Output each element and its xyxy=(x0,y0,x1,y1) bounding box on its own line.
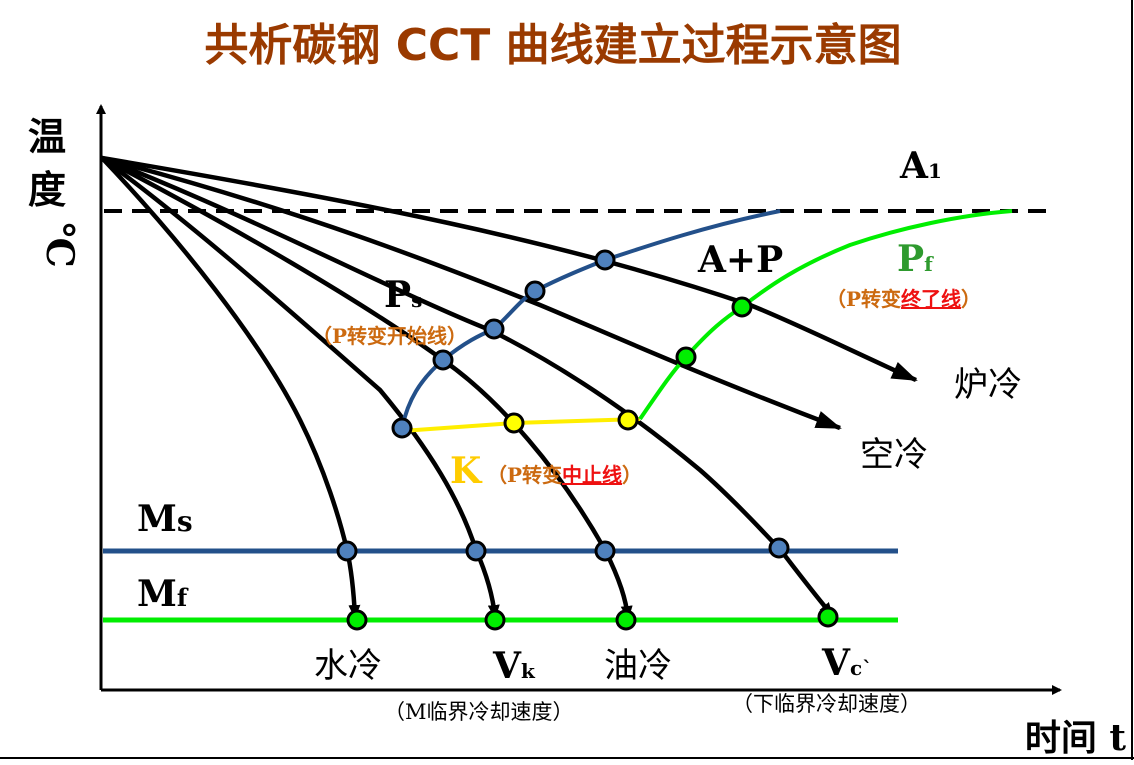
ps-point-air xyxy=(524,280,546,302)
pf-note-highlight: 终了线 xyxy=(901,287,961,311)
vc-label: Vc` xyxy=(821,642,872,684)
k-note-highlight: 中止线 xyxy=(562,463,622,487)
y-axis-label-1: 温 xyxy=(28,114,66,159)
mf-point-vc xyxy=(817,606,839,628)
vk-note: （M临界冷却速度） xyxy=(384,700,574,724)
cooling-curves xyxy=(100,155,918,620)
curve-oil-cooling xyxy=(100,156,633,620)
k-label: K xyxy=(450,450,483,492)
mf-point-oil xyxy=(615,609,637,631)
curve-vk xyxy=(100,156,500,619)
intersection-points xyxy=(336,249,839,631)
ms-label: Ms xyxy=(137,498,193,540)
pf-note: （P转变终了线） xyxy=(826,287,981,311)
oil-cooling-label: 油冷 xyxy=(604,646,672,686)
mf-point-vk xyxy=(484,609,506,631)
ps-point-3 xyxy=(483,318,505,340)
x-axis-label: 时间 t xyxy=(1025,717,1127,759)
a-plus-p-label: A+P xyxy=(697,239,783,281)
y-axis-label-2: 度 xyxy=(28,167,66,212)
curve-air-cooling xyxy=(101,155,842,431)
pf-point-air xyxy=(675,346,697,368)
y-axis-label-unit: ℃ xyxy=(38,222,83,268)
water-cooling-label: 水冷 xyxy=(314,646,382,686)
mf-point-water xyxy=(346,609,368,631)
a1-label: A1 xyxy=(899,145,942,187)
k-point-2 xyxy=(617,409,639,431)
ms-point-vc xyxy=(768,537,790,559)
ps-point-furnace xyxy=(594,249,616,271)
k-note: （P转变中止线） xyxy=(487,463,642,487)
ms-point-oil xyxy=(594,540,616,562)
ps-note: （P转变开始线） xyxy=(312,324,467,348)
ps-point-4 xyxy=(432,349,454,371)
curve-furnace-cooling xyxy=(101,155,918,383)
air-cooling-label: 空冷 xyxy=(860,435,928,475)
vc-note: （下临界冷却速度） xyxy=(732,692,921,716)
furnace-cooling-label: 炉冷 xyxy=(954,365,1022,405)
ps-label: Ps xyxy=(384,274,422,316)
ms-point-vk xyxy=(465,540,487,562)
pf-label: Pf xyxy=(897,238,934,280)
pf-point-furnace xyxy=(731,296,753,318)
curve-water-cooling xyxy=(100,156,361,619)
ps-point-5 xyxy=(391,417,413,439)
diagram-title: 共析碳钢 CCT 曲线建立过程示意图 xyxy=(204,20,901,71)
mf-label: Mf xyxy=(137,573,189,615)
ms-point-water xyxy=(336,540,358,562)
k-point-1 xyxy=(503,412,525,434)
vk-label: Vk xyxy=(492,645,536,687)
